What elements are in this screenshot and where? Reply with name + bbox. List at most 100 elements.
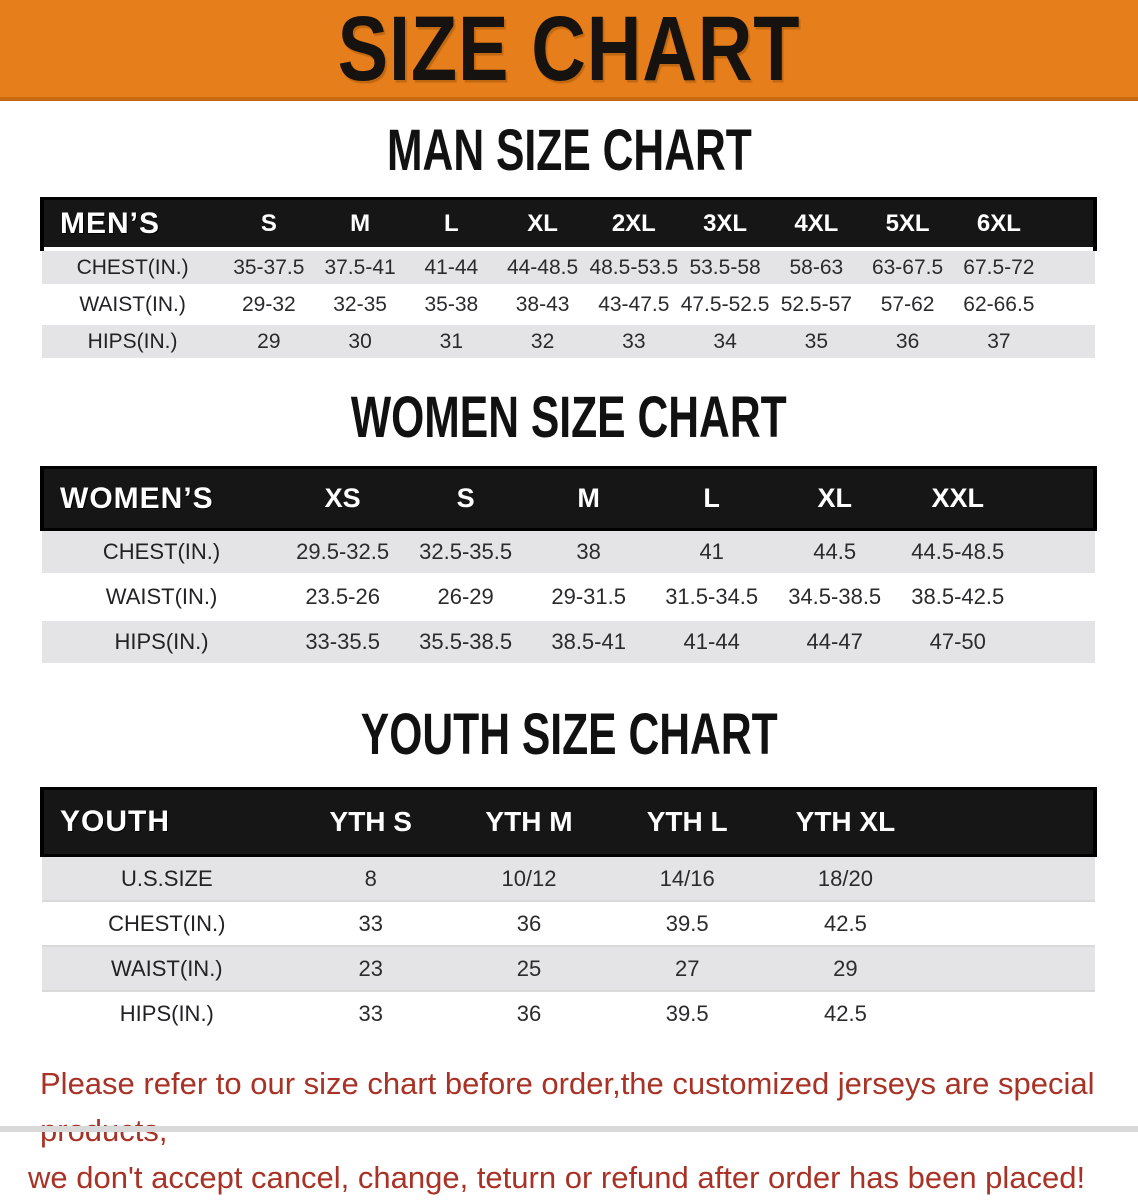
size-value: 34.5-38.5: [773, 573, 897, 620]
size-value: 43-47.5: [588, 284, 680, 323]
size-column-header: L: [405, 197, 497, 251]
table-header-row: WOMEN’S XS S M L XL XXL: [39, 466, 1097, 531]
size-value: 33: [588, 321, 680, 358]
size-value: 33: [291, 900, 450, 946]
size-column-header: M: [314, 197, 406, 251]
size-value: 44-47: [773, 618, 897, 663]
row-spacer-cell: [1019, 573, 1095, 620]
table-corner-label: YOUTH: [40, 787, 292, 857]
size-value: 63-67.5: [861, 247, 954, 286]
youth-section-heading: YOUTH SIZE CHART: [0, 706, 1138, 764]
size-value: 39.5: [608, 990, 767, 1035]
size-value: 32.5-35.5: [404, 528, 528, 575]
size-value: 41-44: [405, 247, 497, 286]
size-value: 29: [766, 945, 925, 991]
header-spacer-cell: [1044, 197, 1098, 251]
size-column-header: XS: [281, 466, 405, 531]
measurement-label: HIPS(IN.): [42, 990, 292, 1035]
size-value: 27: [608, 945, 767, 991]
size-value: 41: [650, 528, 774, 575]
size-value: 42.5: [766, 990, 925, 1035]
size-column-header: S: [404, 466, 528, 531]
womens-size-table: WOMEN’S XS S M L XL XXL CHEST(IN.) 29.5-32.5 32.5…: [39, 466, 1097, 663]
size-value: 35-38: [405, 284, 497, 323]
row-spacer-cell: [1044, 284, 1095, 323]
table-corner-label: MEN’S: [39, 197, 224, 251]
measurement-row: HIPS(IN.) 33-35.5 35.5-38.5 38.5-41 41-44 44-…: [42, 618, 1095, 663]
measurement-label: CHEST(IN.): [42, 247, 224, 286]
table-corner-label: WOMEN’S: [39, 466, 282, 531]
youth-size-table: YOUTH YTH S YTH M YTH L YTH XL U.S.SIZE 8 10/12…: [40, 787, 1098, 1035]
row-spacer-cell: [924, 854, 1095, 901]
size-value: 35: [770, 321, 862, 358]
size-value: 37: [953, 321, 1045, 358]
size-value: 29-31.5: [527, 573, 651, 620]
size-value: 67.5-72: [953, 247, 1045, 286]
measurement-label: CHEST(IN.): [42, 528, 282, 575]
size-value: 44.5-48.5: [896, 528, 1020, 575]
measurement-label: CHEST(IN.): [42, 900, 292, 946]
size-column-header: 5XL: [861, 197, 954, 251]
size-value: 31.5-34.5: [650, 573, 774, 620]
measurement-row: CHEST(IN.) 33 36 39.5 42.5: [42, 900, 1095, 946]
size-value: 38.5-41: [527, 618, 651, 663]
women-section-heading-text: WOMEN SIZE CHART: [351, 385, 787, 451]
measurement-label: WAIST(IN.): [42, 573, 282, 620]
measurement-row: HIPS(IN.) 29 30 31 32 33 34 35 36 37: [42, 321, 1095, 358]
size-column-header: YTH L: [608, 787, 767, 857]
measurement-label: U.S.SIZE: [42, 854, 292, 901]
order-policy-line-1: Please refer to our size chart before or…: [40, 1066, 1095, 1148]
men-section-heading-text: MAN SIZE CHART: [386, 118, 752, 184]
banner-title: SIZE CHART: [337, 0, 801, 100]
size-value: 48.5-53.5: [588, 247, 680, 286]
size-value: 37.5-41: [314, 247, 406, 286]
size-value: 33: [291, 990, 450, 1035]
size-value: 38: [527, 528, 651, 575]
measurement-row: WAIST(IN.) 29-32 32-35 35-38 38-43 43-47.5 47.…: [42, 284, 1095, 323]
size-value: 29-32: [223, 284, 315, 323]
size-value: 36: [449, 900, 609, 946]
size-value: 38.5-42.5: [896, 573, 1020, 620]
measurement-row: U.S.SIZE 8 10/12 14/16 18/20: [42, 854, 1095, 901]
size-column-header: XL: [773, 466, 897, 531]
women-section-heading: WOMEN SIZE CHART: [0, 385, 1138, 451]
measurement-label: HIPS(IN.): [42, 321, 224, 358]
size-value: 29: [223, 321, 315, 358]
size-table: YOUTH YTH S YTH M YTH L YTH XL U.S.SIZE 8 10/12…: [40, 787, 1098, 1035]
row-spacer-cell: [924, 990, 1095, 1035]
measurement-label: WAIST(IN.): [42, 284, 224, 323]
size-value: 34: [679, 321, 771, 358]
size-value: 29.5-32.5: [281, 528, 405, 575]
row-spacer-cell: [924, 945, 1095, 991]
bottom-shadow-strip: [0, 1126, 1138, 1132]
size-value: 32: [496, 321, 589, 358]
size-column-header: 3XL: [679, 197, 771, 251]
size-value: 42.5: [766, 900, 925, 946]
header-spacer-cell: [1019, 466, 1097, 531]
row-spacer-cell: [1019, 528, 1095, 575]
size-value: 41-44: [650, 618, 774, 663]
size-value: 44-48.5: [496, 247, 589, 286]
men-section-heading: MAN SIZE CHART: [0, 118, 1138, 184]
size-value: 44.5: [773, 528, 897, 575]
size-column-header: YTH S: [291, 787, 450, 857]
size-column-header: XL: [496, 197, 589, 251]
measurement-row: CHEST(IN.) 35-37.5 37.5-41 41-44 44-48.5 48.5…: [42, 247, 1095, 286]
size-column-header: 2XL: [588, 197, 680, 251]
size-value: 47.5-52.5: [679, 284, 771, 323]
size-value: 39.5: [608, 900, 767, 946]
size-column-header: 6XL: [953, 197, 1045, 251]
measurement-label: HIPS(IN.): [42, 618, 282, 663]
size-value: 52.5-57: [770, 284, 862, 323]
row-spacer-cell: [1044, 321, 1095, 358]
size-value: 32-35: [314, 284, 406, 323]
size-value: 53.5-58: [679, 247, 771, 286]
size-value: 36: [449, 990, 609, 1035]
row-spacer-cell: [1019, 618, 1095, 663]
size-column-header: 4XL: [770, 197, 862, 251]
size-value: 47-50: [896, 618, 1020, 663]
size-column-header: YTH XL: [766, 787, 925, 857]
size-column-header: L: [650, 466, 774, 531]
size-column-header: YTH M: [449, 787, 609, 857]
size-value: 23.5-26: [281, 573, 405, 620]
